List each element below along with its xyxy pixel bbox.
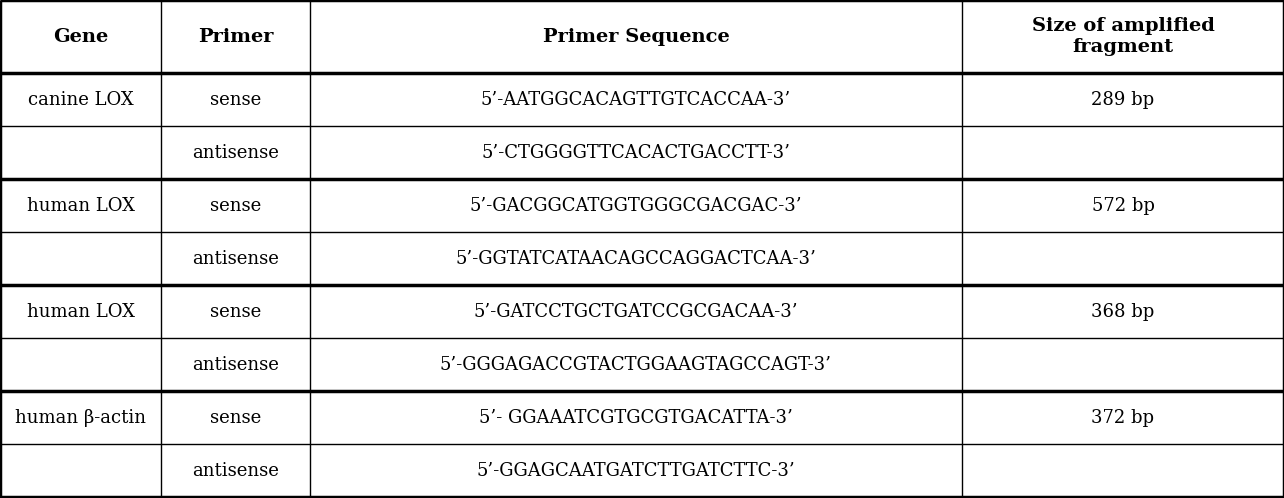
Text: antisense: antisense bbox=[193, 356, 279, 374]
Text: Gene: Gene bbox=[53, 27, 108, 45]
Text: antisense: antisense bbox=[193, 462, 279, 480]
Text: sense: sense bbox=[209, 197, 261, 215]
Text: 5’-GATCCTGCTGATCCGCGACAA-3’: 5’-GATCCTGCTGATCCGCGACAA-3’ bbox=[474, 302, 799, 321]
Text: Primer Sequence: Primer Sequence bbox=[543, 27, 729, 45]
Text: 5’-GGGAGACCGTACTGGAAGTAGCCAGT-3’: 5’-GGGAGACCGTACTGGAAGTAGCCAGT-3’ bbox=[440, 356, 832, 374]
Text: 5’-CTGGGGTTCACACTGACCTT-3’: 5’-CTGGGGTTCACACTGACCTT-3’ bbox=[482, 143, 791, 161]
Text: human LOX: human LOX bbox=[27, 302, 135, 321]
Text: 5’-GGTATCATAACAGCCAGGACTCAA-3’: 5’-GGTATCATAACAGCCAGGACTCAA-3’ bbox=[456, 249, 817, 267]
Text: 5’-AATGGCACAGTTGTCACCAA-3’: 5’-AATGGCACAGTTGTCACCAA-3’ bbox=[480, 91, 791, 109]
Text: human β-actin: human β-actin bbox=[15, 408, 146, 426]
Text: 368 bp: 368 bp bbox=[1091, 302, 1154, 321]
Text: antisense: antisense bbox=[193, 143, 279, 161]
Text: canine LOX: canine LOX bbox=[28, 91, 134, 109]
Text: 289 bp: 289 bp bbox=[1091, 91, 1154, 109]
Text: 5’- GGAAATCGTGCGTGACATTA-3’: 5’- GGAAATCGTGCGTGACATTA-3’ bbox=[479, 408, 794, 426]
Text: sense: sense bbox=[209, 302, 261, 321]
Text: sense: sense bbox=[209, 408, 261, 426]
Text: 5’-GGAGCAATGATCTTGATCTTC-3’: 5’-GGAGCAATGATCTTGATCTTC-3’ bbox=[476, 462, 795, 480]
Text: sense: sense bbox=[209, 91, 261, 109]
Text: 572 bp: 572 bp bbox=[1091, 197, 1154, 215]
Text: Primer: Primer bbox=[198, 27, 273, 45]
Text: 372 bp: 372 bp bbox=[1091, 408, 1154, 426]
Text: Size of amplified
fragment: Size of amplified fragment bbox=[1031, 17, 1215, 56]
Text: human LOX: human LOX bbox=[27, 197, 135, 215]
Text: antisense: antisense bbox=[193, 249, 279, 267]
Text: 5’-GACGGCATGGTGGGCGACGAC-3’: 5’-GACGGCATGGTGGGCGACGAC-3’ bbox=[470, 197, 802, 215]
